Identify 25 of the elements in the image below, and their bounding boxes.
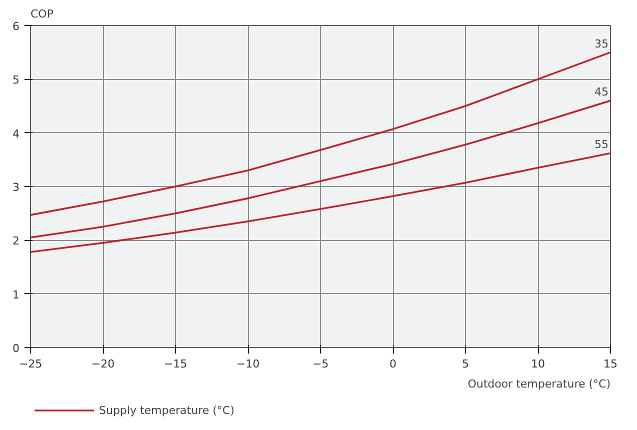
y-tick-label: 6 <box>12 20 20 33</box>
y-tick-label: 5 <box>12 74 20 87</box>
x-tick-label: −10 <box>236 358 260 370</box>
x-tick-label: −20 <box>91 358 115 370</box>
x-tick-label: 10 <box>531 358 545 370</box>
y-tick-label: 1 <box>12 288 20 302</box>
y-tick-label: 3 <box>12 181 20 194</box>
x-tick-label: 15 <box>604 358 618 370</box>
x-tick-label: −15 <box>164 358 188 370</box>
y-tick-label: 2 <box>12 234 20 248</box>
x-tick-label: −5 <box>312 358 329 370</box>
x-tick-label: 5 <box>462 358 469 370</box>
line-series <box>30 152 610 253</box>
x-tick-label: 0 <box>390 358 396 370</box>
series-label: 35 <box>594 37 609 50</box>
series-label: 55 <box>594 138 609 152</box>
y-tick-label: 4 <box>12 127 20 140</box>
series-label: 45 <box>594 86 609 99</box>
y-tick-label: 0 <box>12 342 20 355</box>
x-tick-label: −25 <box>18 358 42 370</box>
line-series <box>30 51 610 216</box>
x-axis-title: Outdoor temperature (°C) <box>468 378 611 390</box>
y-axis-title: COP <box>30 8 54 20</box>
legend-title: Supply temperature (°C) <box>99 404 234 416</box>
line-series <box>30 100 610 238</box>
